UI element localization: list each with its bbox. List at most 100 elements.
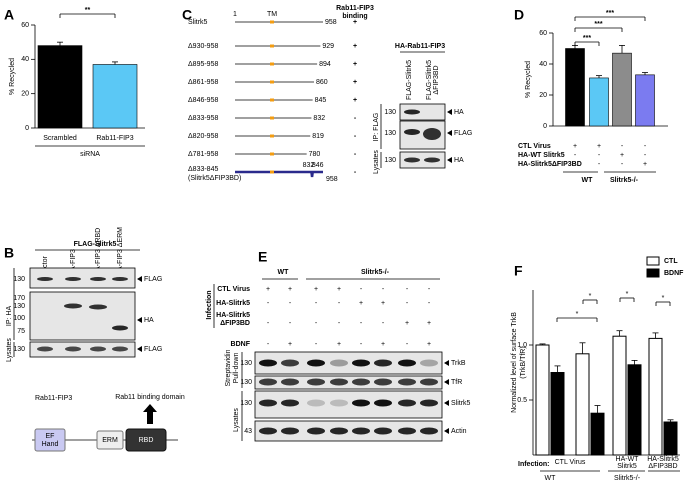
residue-number: 845	[315, 97, 327, 104]
binding-sign: +	[353, 61, 357, 68]
blot-band	[307, 378, 325, 386]
section-label: IP: FLAG	[373, 113, 380, 142]
condition-sign: -	[382, 286, 385, 293]
legend-swatch	[646, 256, 660, 266]
y-tick-label: 40	[21, 56, 29, 63]
infection-label: Slitrk5	[617, 463, 637, 470]
blot-band	[352, 427, 370, 435]
condition-label: CTL Virus	[217, 286, 250, 293]
sig-stars: ***	[606, 10, 614, 17]
lane-label: FLAG-Slitrk5	[426, 60, 433, 100]
bar	[627, 364, 642, 456]
condition-label: HA-WT Slitrk5	[518, 152, 565, 159]
section-label: Pull-down	[233, 353, 240, 384]
y-tick-label: 0	[543, 123, 547, 130]
lane-label: ΔFIP3BD	[433, 65, 440, 94]
sig-stars: *	[576, 311, 579, 318]
blot-band	[424, 157, 440, 163]
column-header: Rab11-FIP3	[336, 5, 374, 12]
condition-sign: -	[406, 300, 409, 307]
lane-label: FLAG-Slitrk5	[406, 60, 413, 100]
genotype-label: Slitrk5-/-	[610, 177, 639, 184]
blot-band	[398, 359, 416, 367]
band-arrow	[447, 157, 452, 163]
bar	[92, 64, 138, 129]
section-label: Lysates	[6, 338, 13, 362]
condition-sign: +	[597, 143, 601, 150]
tm-segment	[270, 116, 274, 120]
blot-box	[254, 375, 443, 390]
mw-marker: 130	[384, 157, 396, 164]
blot-band	[374, 378, 392, 386]
tm-segment	[270, 20, 274, 24]
blot-band	[259, 359, 277, 367]
binding-sign: -	[354, 169, 357, 176]
condition-sign: -	[315, 341, 318, 348]
band-label: TrkB	[451, 360, 466, 367]
band-label: TfR	[451, 379, 462, 386]
blot-band	[281, 378, 299, 386]
bar	[635, 74, 655, 127]
mw-marker: 75	[17, 328, 25, 335]
band-arrow	[444, 428, 449, 434]
binding-sign: -	[354, 133, 357, 140]
y-tick-label: 60	[21, 22, 29, 29]
bar	[590, 412, 605, 456]
blot-band	[90, 346, 106, 352]
band-arrow	[447, 130, 452, 136]
column-header: binding	[342, 13, 367, 20]
construct-label: Δ833-958	[188, 115, 218, 122]
section-label: Streptavidin	[225, 349, 232, 386]
binding-sign: -	[354, 151, 357, 158]
condition-sign: +	[405, 320, 409, 327]
x-tick-label: Rab11-FIP3	[96, 135, 133, 142]
construct-label: Δ820-958	[188, 133, 218, 140]
domain-box	[125, 428, 167, 452]
blot-band	[423, 128, 441, 140]
condition-sign: -	[621, 161, 624, 168]
genotype-label: WT	[278, 269, 290, 276]
mw-marker: 43	[244, 428, 252, 435]
mw-marker: 170	[13, 295, 25, 302]
band-arrow	[444, 400, 449, 406]
band-label: Actin	[451, 428, 467, 435]
blot-box	[399, 151, 446, 169]
domain-label: ERM	[102, 437, 118, 444]
residue-number: 894	[319, 61, 331, 68]
blot-box	[29, 341, 136, 358]
mw-marker: 100	[13, 315, 25, 322]
tm-segment	[270, 80, 274, 84]
panel-letter: D	[514, 7, 524, 23]
blot-band	[398, 427, 416, 435]
band-label: FLAG	[454, 130, 472, 137]
domain-label: EF	[46, 433, 55, 440]
band-arrow	[444, 360, 449, 366]
binding-sign: +	[353, 43, 357, 50]
condition-sign: +	[266, 286, 270, 293]
residue-number: 929	[322, 43, 334, 50]
condition-label: HA-Slitrk5	[216, 312, 250, 319]
domain-box	[34, 428, 66, 452]
condition-sign: -	[360, 320, 363, 327]
mw-marker: 130	[13, 276, 25, 283]
y-axis-label: (TrkB/TfR)	[520, 346, 527, 378]
y-axis-label: % Recycled	[525, 61, 532, 98]
residue-number: 958	[325, 19, 337, 26]
blot-band	[112, 325, 128, 331]
panel-letter: C	[182, 7, 192, 23]
bar	[575, 353, 590, 456]
x-tick-label: Scrambled	[43, 135, 77, 142]
domain-label: RBD	[139, 437, 154, 444]
blot-band	[37, 346, 53, 352]
blot-band	[307, 427, 325, 435]
genotype-label: WT	[545, 475, 557, 482]
blot-band	[89, 304, 107, 310]
bar	[535, 344, 550, 456]
domain-box	[96, 430, 124, 450]
blot-band	[330, 399, 348, 407]
legend-label: CTL	[664, 258, 678, 265]
band-label: Slitrk5	[451, 400, 471, 407]
condition-sign: -	[644, 143, 647, 150]
condition-sign: -	[360, 341, 363, 348]
